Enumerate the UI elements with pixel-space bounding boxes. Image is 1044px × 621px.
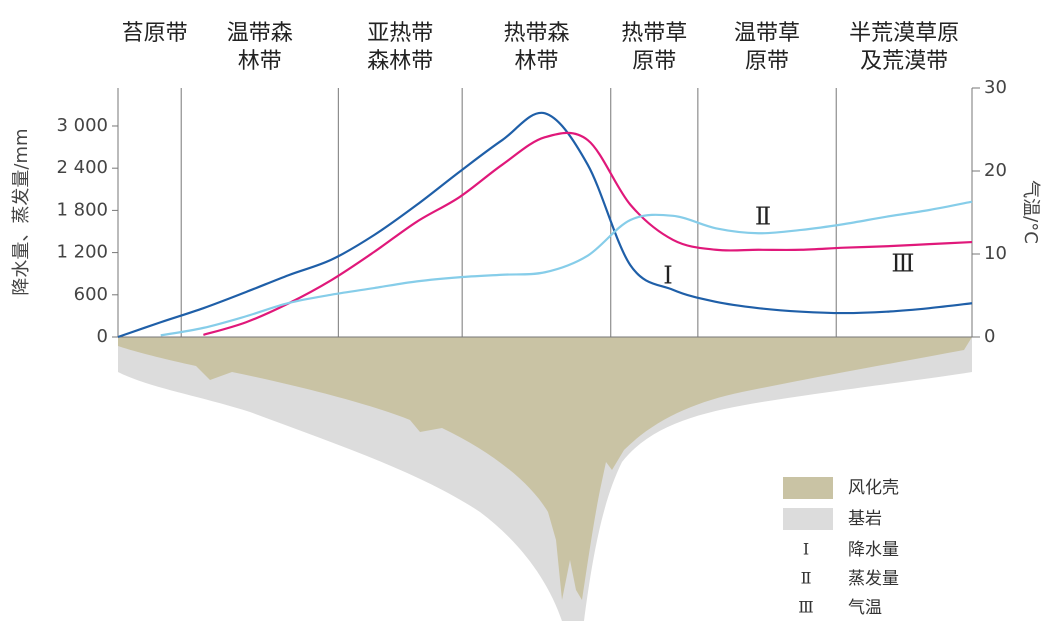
zone-label: 热带森 <box>503 21 569 46</box>
zone-label: 原带 <box>632 49 676 74</box>
legend-symbol: Ⅰ <box>803 540 809 559</box>
weathering-crust <box>118 337 972 600</box>
zone-label: 热带草 <box>621 21 687 46</box>
y2-tick-label: 10 <box>984 243 1007 264</box>
legend-label: 气温 <box>848 598 882 618</box>
zone-label: 半荒漠草原 <box>849 21 959 46</box>
zone-label: 林带 <box>238 49 282 74</box>
y-tick-label: 1 200 <box>56 242 108 263</box>
legend-swatch <box>783 508 833 530</box>
zone-label: 原带 <box>745 49 789 74</box>
y-tick-label: 1 800 <box>56 199 108 220</box>
legend-label: 基岩 <box>848 509 882 529</box>
curve-symbol: Ⅱ <box>755 203 771 231</box>
ground <box>118 337 972 621</box>
zone-label: 苔原带 <box>122 21 188 46</box>
y-tick-label: 600 <box>74 284 108 305</box>
legend-label: 降水量 <box>848 540 899 560</box>
y2-tick-label: 0 <box>984 326 995 347</box>
legend-symbol: Ⅲ <box>798 598 813 617</box>
curve-symbol: Ⅰ <box>663 262 672 290</box>
legend-symbol: Ⅱ <box>801 569 812 588</box>
series-line <box>203 131 973 336</box>
legend-label: 风化壳 <box>848 478 899 498</box>
zone-label: 森林带 <box>367 49 433 74</box>
y2-tick-label: 20 <box>984 160 1007 181</box>
series-line <box>160 200 973 337</box>
y-tick-label: 0 <box>97 326 108 347</box>
zone-label: 温带草 <box>734 21 800 46</box>
y2-axis-label: 气温/°C <box>1020 180 1041 244</box>
zone-label: 林带 <box>514 49 558 74</box>
curve-symbol: Ⅲ <box>891 250 914 278</box>
y2-tick-label: 30 <box>984 77 1007 98</box>
zone-label: 亚热带 <box>367 21 433 46</box>
legend-label: 蒸发量 <box>848 569 899 589</box>
y-tick-label: 3 000 <box>56 115 108 136</box>
y-tick-label: 2 400 <box>56 157 108 178</box>
legend-swatch <box>783 477 833 499</box>
series-line <box>117 111 973 339</box>
y-axis-label: 降水量、蒸发量/mm <box>11 128 32 295</box>
zone-label: 温带森 <box>227 21 293 46</box>
zone-label: 及荒漠带 <box>860 49 948 74</box>
